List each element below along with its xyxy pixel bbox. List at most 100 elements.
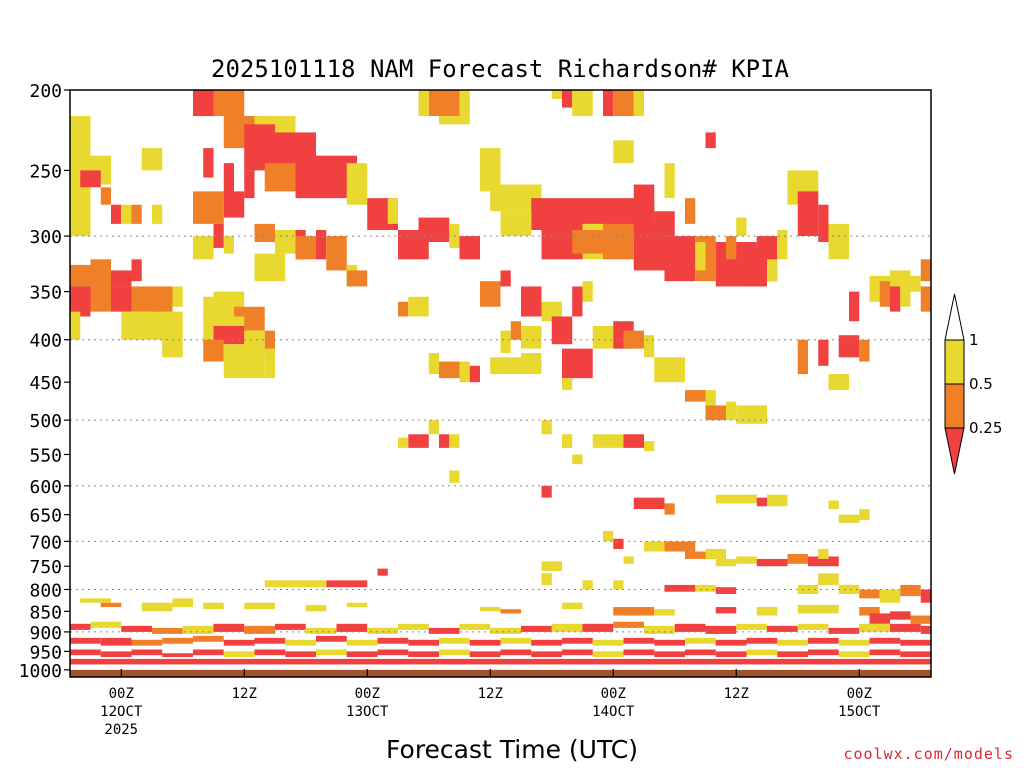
heatmap-cell-lt-0.25 [111,286,132,312]
heatmap-cell-0.25-0.5 [90,259,111,287]
heatmap-cell-lt-0.25 [531,639,562,646]
heatmap-cell-0.5-1 [244,602,275,610]
heatmap-cell-0.25-0.5 [603,223,634,260]
heatmap-cell-lt-0.25 [562,649,593,656]
heatmap-cell-lt-0.25 [531,651,562,658]
heatmap-cell-0.5-1 [316,649,347,656]
heatmap-cell-0.25-0.5 [664,541,696,552]
heatmap-cell-0.5-1 [90,621,122,628]
heatmap-cell-0.5-1 [644,541,665,552]
heatmap-cell-lt-0.25 [223,163,234,199]
heatmap-cell-0.5-1 [162,311,183,358]
heatmap-cell-0.5-1 [275,230,296,254]
heatmap-cell-0.25-0.5 [131,204,142,224]
heatmap-cell-lt-0.25 [70,637,101,644]
x-tick-label: 12Z [232,686,257,702]
heatmap-cell-0.5-1 [838,651,870,658]
ground-surface [70,669,931,677]
heatmap-cell-lt-0.25 [818,339,829,366]
heatmap-cell-0.5-1 [182,625,214,634]
heatmap-cell-lt-0.25 [285,651,316,658]
heatmap-cell-lt-0.25 [70,623,91,630]
heatmap-cell-0.5-1 [203,602,224,610]
heatmap-cell-0.5-1 [756,607,778,616]
heatmap-cell-lt-0.25 [459,236,480,260]
heatmap-cell-lt-0.25 [849,291,860,322]
heatmap-cell-0.5-1 [172,286,183,307]
heatmap-cell-0.5-1 [777,639,808,646]
heatmap-cell-lt-0.25 [777,651,808,658]
heatmap-cell-0.5-1 [613,580,624,590]
heatmap-cell-lt-0.25 [920,625,931,634]
heatmap-cell-0.5-1 [705,548,726,559]
heatmap-cell-0.5-1 [664,163,675,199]
heatmap-cell-0.5-1 [562,434,573,448]
heatmap-cell-lt-0.25 [316,635,347,642]
heatmap-cell-lt-0.25 [377,637,409,644]
heatmap-cell-lt-0.25 [408,651,439,658]
heatmap-cell-lt-0.25 [408,639,439,646]
x-tick-label: 12Z [724,686,749,702]
heatmap-cell-lt-0.25 [111,204,122,224]
heatmap-cell-0.5-1 [551,623,583,632]
heatmap-cell-0.25-0.5 [910,615,931,624]
heatmap-cell-0.5-1 [582,281,593,302]
x-axis: 00Z 12OCT 2025 12Z 00Z 13OCT 12Z 00Z 14OCT 12Z 00Z… [100,669,881,738]
heatmap-cell-lt-0.25 [633,184,655,224]
x-tick-label: 00Z [109,686,134,702]
heatmap-cell-lt-0.25 [664,236,696,282]
heatmap-cell-0.5-1 [633,90,644,117]
x-tick-label: 00Z [847,686,872,702]
heatmap-cell-0.25-0.5 [664,503,675,515]
heatmap-cell-0.25-0.5 [726,236,737,260]
heatmap-cell-0.5-1 [305,604,327,612]
legend-swatch-lt-0.25 [944,427,965,475]
heatmap-cell-0.25-0.5 [264,330,275,353]
heatmap-cell-lt-0.25 [623,649,655,656]
heatmap-cell-0.5-1 [623,556,634,564]
y-tick-label: 250 [29,161,62,182]
heatmap-cell-lt-0.25 [336,623,368,632]
heatmap-cell-0.5-1 [541,561,562,571]
heatmap-cell-0.5-1 [767,494,788,507]
x-tick-label: 12Z [478,686,503,702]
heatmap-cell-0.5-1 [644,625,675,634]
legend-label: 0.5 [969,375,993,393]
site-credit: coolwx.com/models [843,745,1014,763]
heatmap-cell-0.25-0.5 [295,236,316,260]
heatmap-cell-lt-0.25 [797,191,819,237]
heatmap-cell-0.5-1 [203,296,214,322]
heatmap-cell-0.25-0.5 [254,223,275,243]
y-tick-label: 650 [29,506,62,527]
heatmap-cell-lt-0.25 [664,584,696,592]
heatmap-cell-lt-0.25 [715,607,737,614]
heatmap-cell-lt-0.25 [121,625,152,632]
heatmap-cell-lt-0.25 [203,148,214,178]
heatmap-cell-lt-0.25 [715,639,747,646]
heatmap-cell-lt-0.25 [162,653,193,658]
heatmap-cell-0.25-0.5 [859,339,870,362]
heatmap-cell-lt-0.25 [808,556,829,567]
heatmap-cell-0.5-1 [746,649,778,656]
heatmap-cell-0.5-1 [305,627,337,634]
heatmap-cell-lt-0.25 [654,639,685,646]
heatmap-cell-0.5-1 [695,242,706,271]
heatmap-cell-lt-0.25 [623,434,644,448]
heatmap-cell-0.5-1 [398,437,409,448]
y-tick-label: 400 [29,331,62,352]
y-tick-label: 800 [29,580,62,601]
heatmap-cell-lt-0.25 [756,497,767,507]
heatmap-cell-lt-0.25 [131,259,142,282]
heatmap-cell-0.5-1 [500,211,532,237]
heatmap-cell-lt-0.25 [469,651,501,658]
heatmap-cell-0.25-0.5 [131,286,152,312]
heatmap-cell-0.5-1 [654,609,675,616]
heatmap-cells [70,90,931,665]
heatmap-cell-0.5-1 [572,454,583,465]
x-tick-label: 00Z [601,686,626,702]
heatmap-cell-lt-0.25 [275,623,306,630]
heatmap-cell-0.5-1 [695,584,716,592]
heatmap-cell-0.5-1 [828,374,849,391]
heatmap-cell-0.25-0.5 [797,339,808,375]
heatmap-cell-0.25-0.5 [510,321,521,340]
